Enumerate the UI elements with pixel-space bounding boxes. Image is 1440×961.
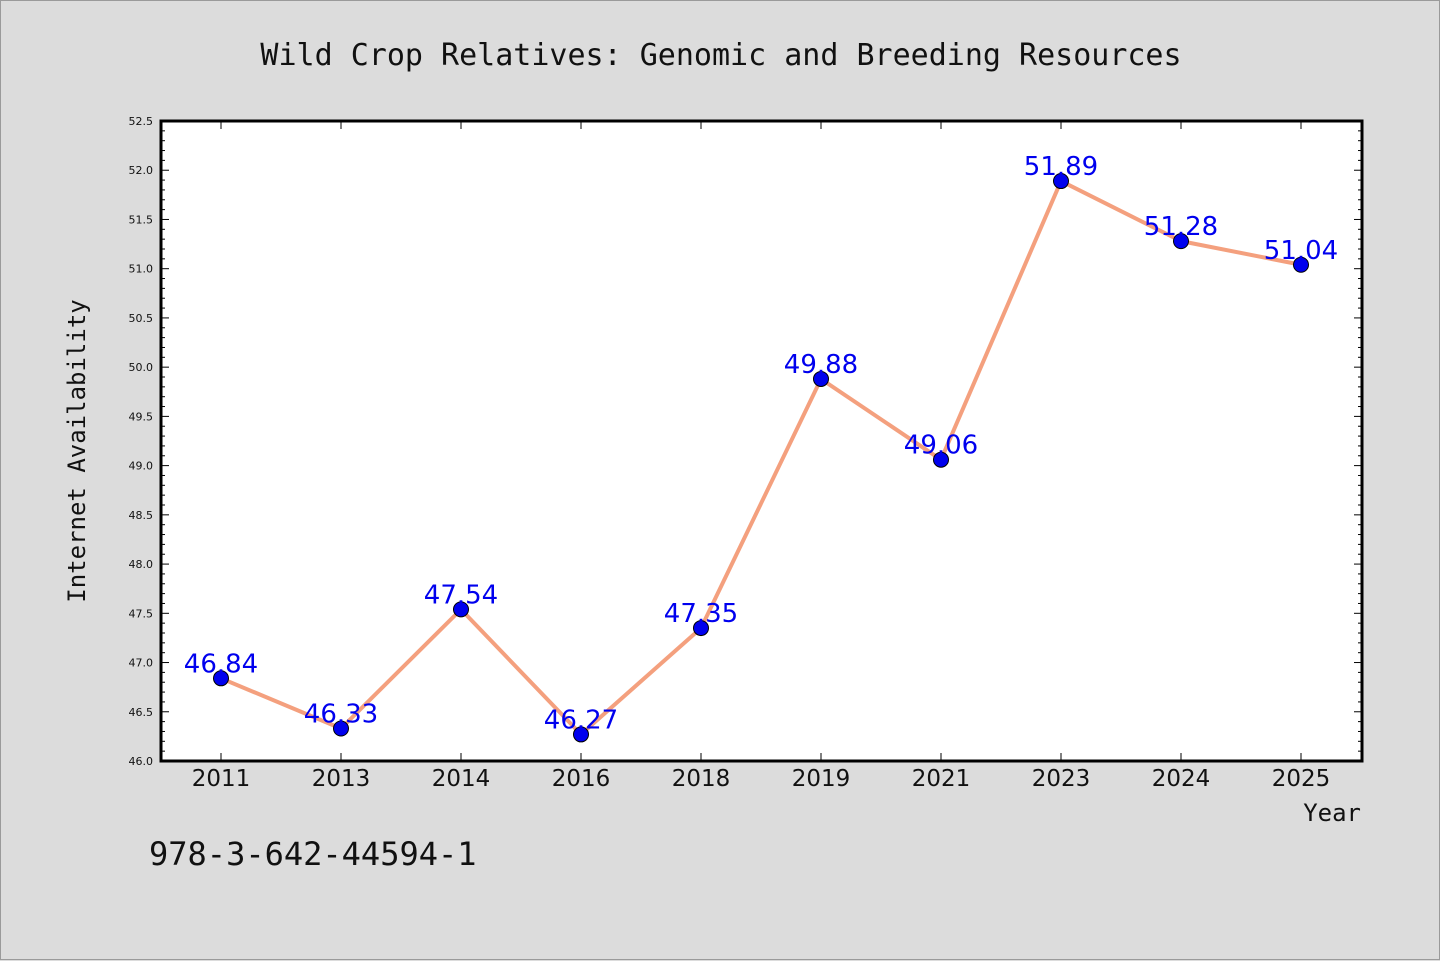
y-tick-label: 46.0 <box>129 755 154 768</box>
data-label: 47.54 <box>424 580 498 610</box>
data-label: 51.04 <box>1264 236 1338 266</box>
y-tick-label: 47.0 <box>129 657 154 670</box>
series-line <box>220 179 1302 737</box>
data-label: 49.88 <box>784 350 858 380</box>
series-layer: 46.84 46.33 47.54 46.27 47.35 49.88 49.06 51.89… <box>184 152 1338 743</box>
data-point <box>933 451 949 468</box>
data-point <box>333 720 349 737</box>
data-label: 46.33 <box>304 700 378 730</box>
y-tick-label: 46.5 <box>129 706 154 719</box>
x-tick-label: 2021 <box>912 766 971 792</box>
y-tick-label: 52.5 <box>129 115 154 128</box>
data-point <box>1173 233 1189 250</box>
y-tick-label: 52.0 <box>129 164 154 177</box>
x-tick-label: 2014 <box>432 766 491 792</box>
data-point <box>813 370 829 387</box>
y-tick-label: 50.5 <box>129 312 154 325</box>
y-tick-label: 51.5 <box>129 213 154 226</box>
data-point <box>1293 256 1309 273</box>
footnote-isbn: 978-3-642-44594-1 <box>149 835 477 873</box>
chart-title: Wild Crop Relatives: Genomic and Breedin… <box>260 38 1181 73</box>
data-point <box>1053 173 1069 190</box>
data-label: 46.27 <box>544 705 618 735</box>
data-label: 51.89 <box>1024 152 1098 182</box>
y-axis-ticks: 46.0 46.5 47.0 47.5 48.0 48.5 49.0 49.5 50.0 50.5… <box>129 115 1362 768</box>
x-tick-label: 2023 <box>1032 766 1091 792</box>
x-tick-label: 2024 <box>1152 766 1211 792</box>
plot-area <box>159 119 1364 763</box>
x-tick-label: 2025 <box>1272 766 1331 792</box>
y-tick-label: 47.5 <box>129 607 154 620</box>
x-tick-label: 2016 <box>552 766 611 792</box>
data-label: 49.06 <box>904 431 978 461</box>
x-tick-label: 2011 <box>192 766 251 792</box>
y-tick-label: 50.0 <box>129 361 154 374</box>
data-label: 46.84 <box>184 649 258 679</box>
x-axis-label: Year <box>1303 799 1361 827</box>
data-label: 47.35 <box>664 599 738 629</box>
y-tick-label: 49.0 <box>129 460 154 473</box>
y-tick-label: 49.5 <box>129 410 154 423</box>
data-point <box>213 670 229 687</box>
x-tick-label: 2013 <box>312 766 371 792</box>
data-point <box>693 620 709 637</box>
y-tick-label: 48.5 <box>129 509 154 522</box>
y-tick-label: 48.0 <box>129 558 154 571</box>
data-point <box>573 726 589 743</box>
y-tick-label: 51.0 <box>129 263 154 276</box>
x-tick-label: 2019 <box>792 766 851 792</box>
data-point <box>453 601 469 618</box>
y-axis-label: Internet Availability <box>63 299 91 602</box>
x-axis-ticks: 2011 2013 2014 2016 2018 2019 2021 2023 2024 2025 <box>192 121 1331 792</box>
data-label: 51.28 <box>1144 212 1218 242</box>
x-tick-label: 2018 <box>672 766 731 792</box>
